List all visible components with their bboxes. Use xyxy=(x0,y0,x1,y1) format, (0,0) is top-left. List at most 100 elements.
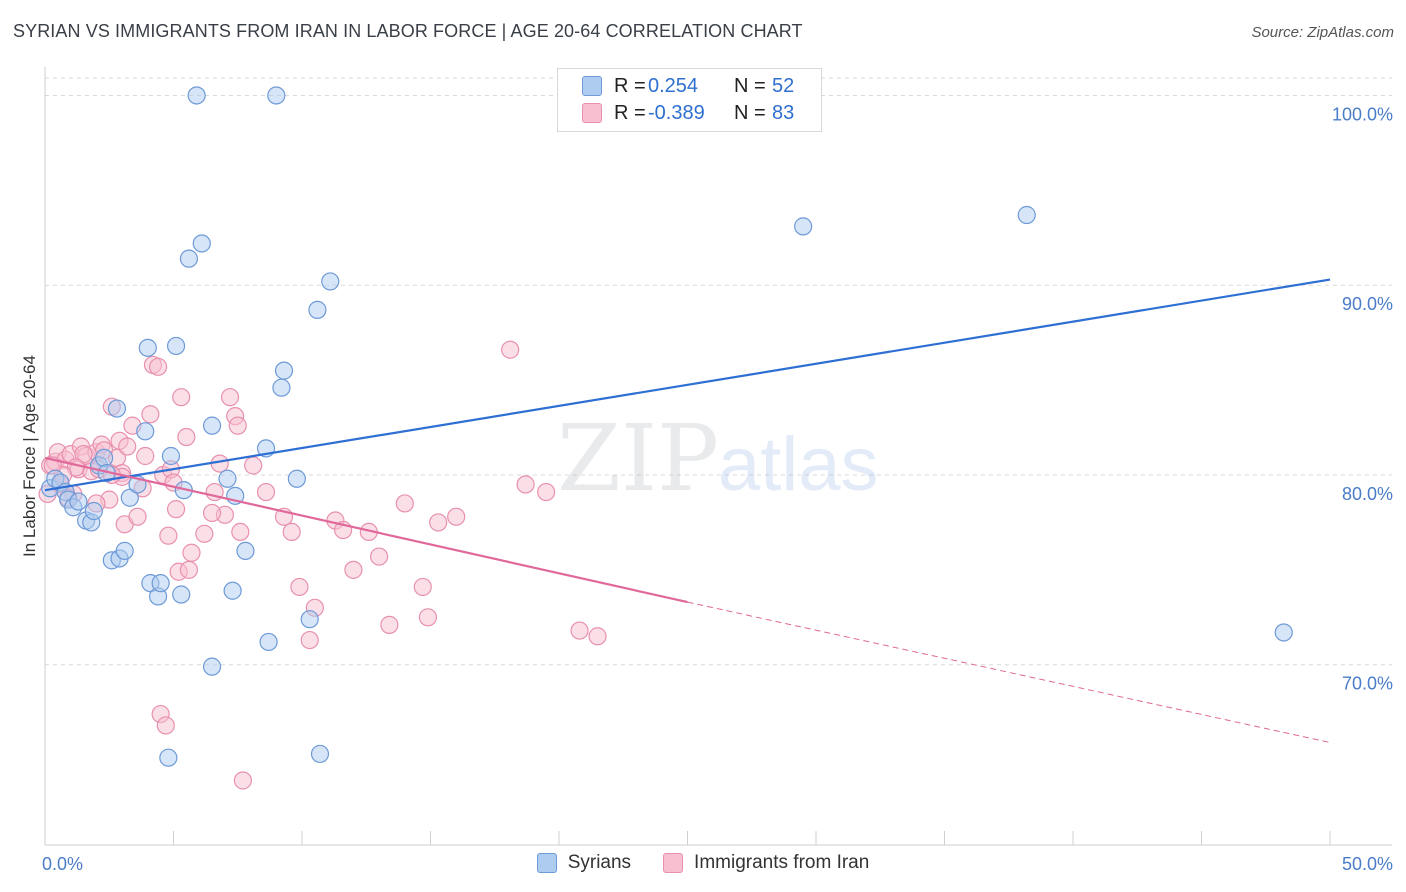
iran-point xyxy=(282,522,301,542)
iran-point xyxy=(380,615,399,634)
iran-point xyxy=(179,560,199,579)
iran-point xyxy=(156,716,175,735)
syrian-point xyxy=(223,581,242,600)
iran-point xyxy=(418,608,438,627)
iran-point xyxy=(244,456,263,475)
y-axis-label: In Labor Force | Age 20-64 xyxy=(20,355,39,557)
iran-point xyxy=(370,547,389,566)
iran-point xyxy=(141,405,160,424)
iran-point xyxy=(177,427,196,447)
syrian-point xyxy=(218,469,237,488)
syrian-point xyxy=(95,448,114,467)
source-credit: Source: ZipAtlas.com xyxy=(1251,24,1394,41)
syrian-point xyxy=(166,336,186,356)
iran-point xyxy=(182,543,201,562)
syrian-point xyxy=(274,361,294,380)
iran-point xyxy=(159,526,178,545)
iran-point xyxy=(172,388,191,407)
iran-point xyxy=(118,437,137,456)
syrian-point xyxy=(267,86,286,105)
iran-point xyxy=(344,560,363,579)
syrian-point xyxy=(138,338,157,357)
watermark-atlas: atlas xyxy=(718,422,879,507)
iran-point xyxy=(148,357,168,376)
syrians-swatch xyxy=(582,76,602,96)
syrian-point xyxy=(172,585,191,604)
syrians-trend-line xyxy=(44,278,1331,492)
iran-point xyxy=(413,577,432,597)
syrian-point xyxy=(272,378,291,397)
syrian-point xyxy=(1017,205,1036,225)
syrians-legend-label: Syrians xyxy=(567,852,632,873)
y-tick-label: 70.0% xyxy=(1342,674,1393,694)
iran-legend-swatch xyxy=(663,853,684,873)
syrians-n-value: 52 xyxy=(772,74,795,97)
iran-n-value: 83 xyxy=(772,101,795,124)
syrians-legend-swatch xyxy=(536,853,557,873)
iran-points xyxy=(38,340,607,790)
iran-swatch xyxy=(582,103,602,123)
r-label: R = xyxy=(614,101,646,124)
iran-point xyxy=(588,627,607,646)
iran-point xyxy=(195,524,214,543)
stats-legend: R = 0.254 N = 52 R = -0.389 N = 83 xyxy=(557,68,822,132)
iran-point xyxy=(128,507,147,526)
syrians-r-value: 0.254 xyxy=(648,74,699,97)
iran-r-value: -0.389 xyxy=(648,101,705,124)
legend-item-iran[interactable]: Immigrants from Iran xyxy=(663,852,869,874)
legend-row-syrians: R = 0.254 N = 52 xyxy=(582,73,794,99)
syrian-point xyxy=(794,217,813,236)
iran-point xyxy=(231,522,250,542)
syrian-point xyxy=(84,501,103,521)
iran-trend-line xyxy=(44,456,688,604)
legend-item-syrians[interactable]: Syrians xyxy=(536,852,632,874)
iran-point xyxy=(136,446,155,466)
y-tick-label: 90.0% xyxy=(1342,294,1393,314)
n-label: N = xyxy=(734,74,766,97)
iran-point xyxy=(220,388,240,407)
syrian-point xyxy=(187,86,206,105)
iran-point xyxy=(228,416,247,435)
x-tick-label-min: 0.0% xyxy=(42,854,83,874)
iran-point xyxy=(300,630,319,650)
syrian-point xyxy=(161,446,181,466)
axes xyxy=(44,67,1392,846)
iran-point xyxy=(166,500,186,519)
iran-point xyxy=(516,475,535,494)
iran-point xyxy=(290,577,309,597)
syrian-point xyxy=(308,300,327,319)
iran-point xyxy=(233,771,252,790)
syrian-point xyxy=(321,272,340,291)
syrian-point xyxy=(310,744,330,764)
iran-legend-label: Immigrants from Iran xyxy=(694,852,870,873)
n-label: N = xyxy=(734,101,766,124)
grid-lines xyxy=(45,77,1392,666)
syrian-point xyxy=(179,249,199,268)
syrian-point xyxy=(69,492,88,511)
syrian-point xyxy=(259,632,278,652)
watermark-zip: ZIP xyxy=(557,405,719,512)
syrian-point xyxy=(159,748,178,767)
syrian-point xyxy=(115,541,134,560)
iran-trend-extension xyxy=(687,601,1331,744)
iran-point xyxy=(202,503,222,523)
syrian-point xyxy=(192,234,211,253)
iran-point xyxy=(501,340,520,359)
legend-row-iran: R = -0.389 N = 83 xyxy=(582,100,794,126)
series-legend: Syrians Immigrants from Iran xyxy=(0,852,1406,874)
syrian-point xyxy=(151,574,170,593)
chart-title: SYRIAN VS IMMIGRANTS FROM IRAN IN LABOR … xyxy=(13,21,803,41)
y-tick-label: 80.0% xyxy=(1342,484,1393,504)
syrian-point xyxy=(236,541,255,560)
y-tick-label: 100.0% xyxy=(1332,104,1393,124)
syrian-point xyxy=(287,469,306,488)
syrian-point xyxy=(1274,623,1293,642)
iran-point xyxy=(395,494,414,513)
iran-point xyxy=(570,621,589,640)
tick-labels: 70.0% 80.0% 90.0% 100.0% 0.0% 50.0% xyxy=(42,104,1393,874)
syrian-point xyxy=(136,422,155,441)
iran-point xyxy=(256,482,276,502)
syrian-point xyxy=(202,657,222,676)
syrian-point xyxy=(202,416,222,435)
